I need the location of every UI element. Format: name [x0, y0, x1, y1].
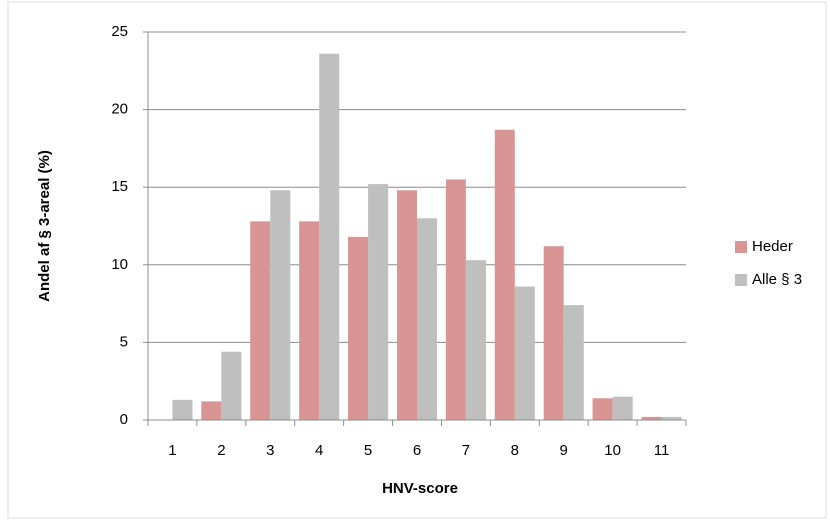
bar [494, 129, 515, 420]
y-axis-title: Andel af § 3-areal (%) [36, 150, 53, 302]
y-tick-label: 25 [111, 23, 128, 40]
legend-swatch [735, 274, 747, 286]
bar [543, 246, 564, 420]
legend-label: Alle § 3 [752, 271, 802, 288]
bar [221, 351, 242, 420]
bar [172, 399, 193, 420]
bar [201, 401, 222, 420]
bar [592, 398, 613, 420]
x-tick-label: 1 [168, 442, 176, 459]
bar [250, 221, 271, 420]
bar [368, 184, 389, 420]
x-tick-label: 11 [654, 442, 670, 459]
x-tick-label: 4 [315, 442, 323, 459]
x-tick-label: 6 [413, 442, 421, 459]
bar [661, 416, 682, 420]
bar [465, 260, 486, 420]
legend-label: Heder [752, 238, 793, 255]
x-tick-label: 8 [511, 442, 519, 459]
bar [319, 53, 340, 421]
x-tick-label: 10 [604, 442, 621, 459]
x-tick-label: 7 [462, 442, 470, 459]
bar [417, 218, 438, 420]
x-tick-label: 3 [266, 442, 274, 459]
bar [563, 305, 584, 420]
y-tick-label: 15 [111, 178, 128, 195]
x-tick-label: 2 [217, 442, 225, 459]
y-tick-label: 20 [111, 101, 128, 118]
bar [445, 179, 466, 420]
y-tick-label: 0 [120, 411, 128, 428]
x-axis-title: HNV-score [382, 480, 458, 497]
x-tick-label: 9 [560, 442, 568, 459]
bar [299, 221, 320, 420]
bar [396, 190, 417, 420]
bar [348, 236, 369, 420]
bar [612, 396, 633, 420]
bar [514, 286, 535, 420]
y-tick-label: 5 [120, 333, 128, 350]
legend-swatch [735, 241, 747, 253]
y-tick-label: 10 [111, 256, 128, 273]
x-tick-label: 5 [364, 442, 372, 459]
bar [641, 416, 662, 420]
bar [270, 190, 291, 420]
